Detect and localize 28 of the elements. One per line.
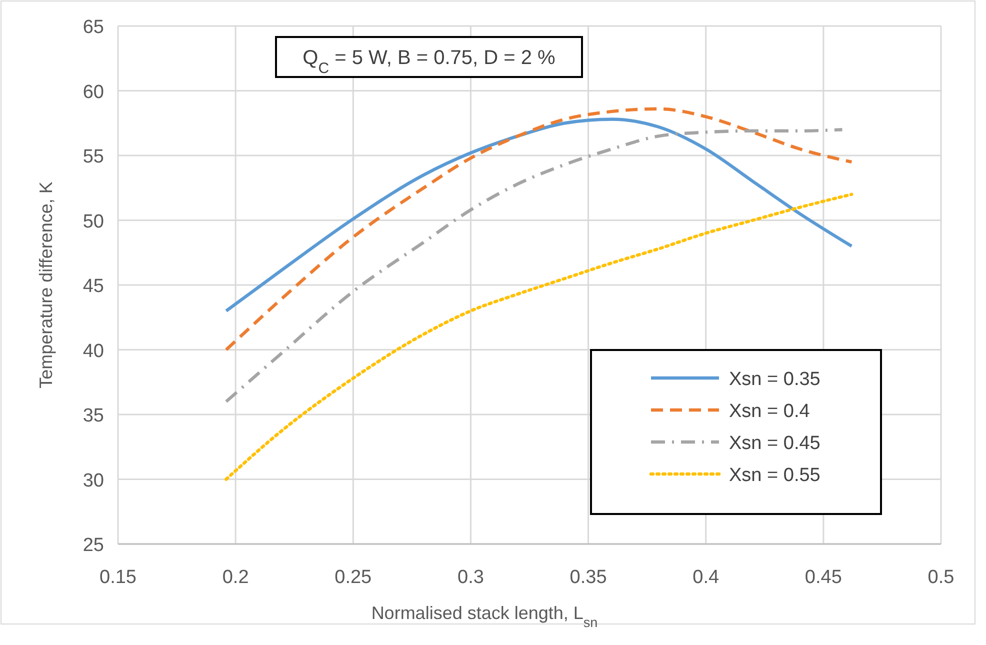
y-tick-label: 65 <box>82 17 104 38</box>
y-tick-label: 60 <box>82 82 104 103</box>
line-series <box>224 107 854 352</box>
line-series <box>224 118 854 312</box>
y-tick-label: 25 <box>82 535 104 556</box>
y-tick-label: 40 <box>82 340 104 362</box>
legend-label: Xsn = 0.45 <box>729 433 820 454</box>
y-tick-label: 50 <box>82 211 104 232</box>
x-tick-label: 0.3 <box>458 567 484 588</box>
y-tick-label: 35 <box>82 406 104 426</box>
y-tick-label: 45 <box>82 276 104 297</box>
x-tick-label: 0.35 <box>570 567 607 588</box>
x-tick-label: 0.5 <box>928 567 954 588</box>
line-series <box>224 192 854 481</box>
annotation: Q$_{C}$ = 5 W, B = 0.75, D = 2 % <box>302 47 556 76</box>
legend-label: Xsn = 0.4 <box>729 401 810 422</box>
y-axis-title: Temperature difference, K <box>36 182 56 388</box>
legend-label: Xsn = 0.35 <box>729 369 820 390</box>
y-tick-label: 55 <box>82 146 104 168</box>
legend-label: Xsn = 0.55 <box>729 465 820 486</box>
x-tick-label: 0.4 <box>692 567 720 588</box>
y-tick-label: 30 <box>82 470 104 492</box>
line-series <box>224 128 844 404</box>
x-tick-label: 0.45 <box>804 567 842 588</box>
x-tick-label: 0.2 <box>222 567 249 588</box>
x-axis-title: Normalised stack length, L$_{sn}$ <box>371 603 598 630</box>
x-tick-label: 0.25 <box>334 567 372 588</box>
x-tick-label: 0.15 <box>100 567 136 588</box>
